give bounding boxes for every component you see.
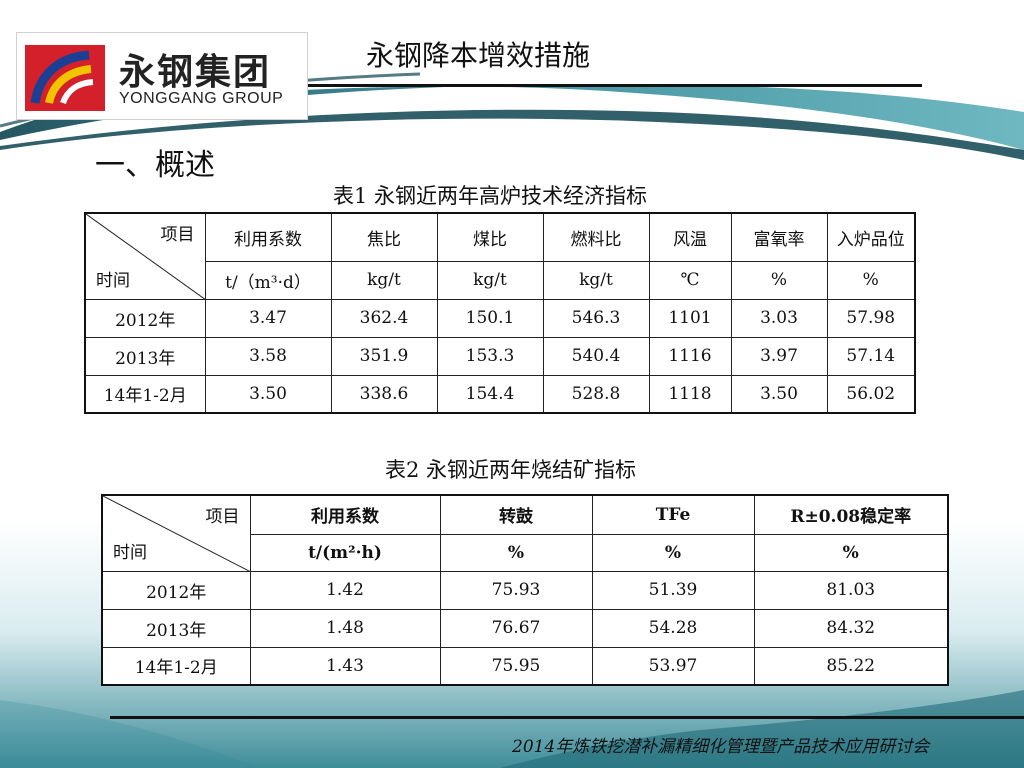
table2-corner-cell: 项目 时间 [101,494,251,572]
logo-chinese-name: 永钢集团 [119,52,272,93]
unit-cell: kg/t [542,260,650,300]
unit-cell: t/（m³·d） [204,260,332,300]
table-row: 2013年 3.58 351.9 153.3 540.4 1116 3.97 5… [84,336,916,376]
unit-cell: kg/t [436,260,544,300]
corner-time-label: 时间 [113,542,147,563]
value-cell: 362.4 [330,298,438,338]
value-cell: 540.4 [542,336,650,376]
unit-cell: ℃ [648,260,732,300]
unit-cell: t/(m²·h) [249,533,441,572]
value-cell: 150.1 [436,298,544,338]
table-row: 14年1-2月 3.50 338.6 154.4 528.8 1118 3.50… [84,374,916,414]
slide-title: 永钢降本增效措施 [366,39,591,72]
column-header: 入炉品位 [826,212,916,262]
unit-cell: kg/t [330,260,438,300]
logo-mark-icon [25,45,105,111]
value-cell: 3.47 [204,298,332,338]
value-cell: 3.03 [730,298,828,338]
period-cell: 14年1-2月 [101,646,251,686]
footer-conference-name: 2014年炼铁挖潜补漏精细化管理暨产品技术应用研讨会 [512,737,930,757]
value-cell: 153.3 [436,336,544,376]
diagonal-divider [103,496,251,572]
column-header: 利用系数 [249,494,441,535]
value-cell: 85.22 [753,646,949,686]
value-cell: 338.6 [330,374,438,414]
period-cell: 2013年 [101,608,251,648]
value-cell: 56.02 [826,374,916,414]
value-cell: 546.3 [542,298,650,338]
table1-caption: 表1 永钢近两年高炉技术经济指标 [333,184,648,208]
value-cell: 51.39 [591,570,755,610]
corner-item-label: 项目 [160,225,195,245]
column-header: 风温 [648,212,732,262]
value-cell: 76.67 [439,608,593,648]
value-cell: 75.93 [439,570,593,610]
table-row: 2012年 3.47 362.4 150.1 546.3 1101 3.03 5… [84,298,916,338]
value-cell: 3.50 [730,374,828,414]
value-cell: 528.8 [542,374,650,414]
value-cell: 57.14 [826,336,916,376]
table1-corner-cell: 项目 时间 [84,212,206,300]
column-header: TFe [591,494,755,535]
column-header: 煤比 [436,212,544,262]
value-cell: 1.48 [249,608,441,648]
value-cell: 154.4 [436,374,544,414]
period-cell: 2012年 [84,298,206,338]
table2-caption: 表2 永钢近两年烧结矿指标 [385,458,637,482]
column-header: 利用系数 [204,212,332,262]
blast-furnace-table: 项目 时间 利用系数 焦比 煤比 燃料比 风温 富氧率 入炉品位 t/（m³·d… [84,212,916,414]
column-header: 富氧率 [730,212,828,262]
column-header: 焦比 [330,212,438,262]
logo-english-name: YONGGANG GROUP [119,90,284,107]
section-heading: 一、概述 [95,148,215,183]
table-row: 2012年 1.42 75.93 51.39 81.03 [101,570,949,610]
value-cell: 57.98 [826,298,916,338]
column-header: 燃料比 [542,212,650,262]
sinter-table: 项目 时间 利用系数 转鼓 TFe R±0.08稳定率 t/(m²·h) % %… [101,494,949,686]
footer-rule [110,716,1024,719]
value-cell: 53.97 [591,646,755,686]
unit-cell: % [591,533,755,572]
value-cell: 84.32 [753,608,949,648]
title-underline [308,84,922,87]
value-cell: 1.42 [249,570,441,610]
diagonal-divider [86,214,206,300]
value-cell: 1116 [648,336,732,376]
period-cell: 2013年 [84,336,206,376]
value-cell: 3.50 [204,374,332,414]
unit-cell: % [439,533,593,572]
value-cell: 81.03 [753,570,949,610]
value-cell: 1118 [648,374,732,414]
unit-cell: % [753,533,949,572]
value-cell: 75.95 [439,646,593,686]
value-cell: 54.28 [591,608,755,648]
period-cell: 14年1-2月 [84,374,206,414]
unit-cell: % [826,260,916,300]
value-cell: 1101 [648,298,732,338]
column-header: R±0.08稳定率 [753,494,949,535]
corner-item-label: 项目 [205,507,240,527]
value-cell: 3.58 [204,336,332,376]
period-cell: 2012年 [101,570,251,610]
corner-time-label: 时间 [96,270,130,291]
value-cell: 1.43 [249,646,441,686]
column-header: 转鼓 [439,494,593,535]
unit-cell: % [730,260,828,300]
company-logo: 永钢集团 YONGGANG GROUP [16,32,308,120]
value-cell: 3.97 [730,336,828,376]
table-row: 2013年 1.48 76.67 54.28 84.32 [101,608,949,648]
value-cell: 351.9 [330,336,438,376]
table-row: 14年1-2月 1.43 75.95 53.97 85.22 [101,646,949,686]
